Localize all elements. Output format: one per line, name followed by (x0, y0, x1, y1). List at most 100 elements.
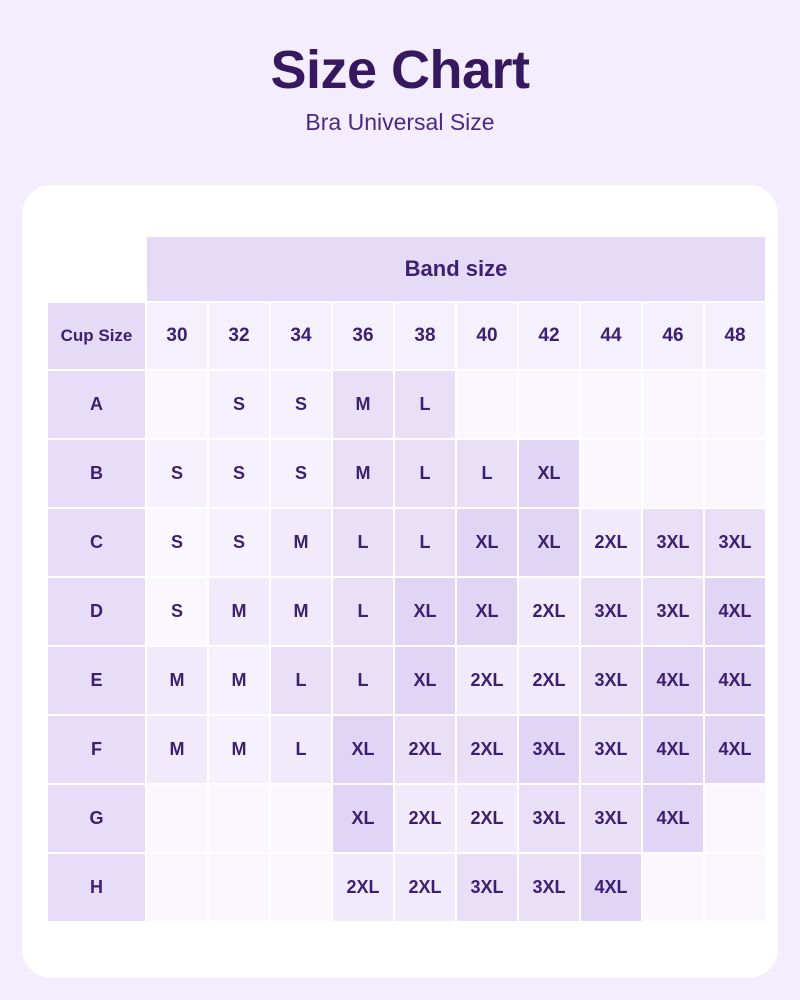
size-cell: 4XL (643, 647, 703, 714)
size-cell: L (333, 509, 393, 576)
page-header: Size Chart Bra Universal Size (0, 0, 800, 136)
size-cell-empty (705, 854, 766, 921)
size-cell-empty (581, 440, 641, 507)
size-cell: 3XL (581, 578, 641, 645)
size-cell-empty (271, 854, 331, 921)
size-cell: 4XL (643, 716, 703, 783)
table-head: Band size Cup Size 30 32 34 36 38 40 42 44 46 48 (48, 237, 766, 369)
size-cell: XL (457, 509, 517, 576)
size-cell: 4XL (705, 578, 766, 645)
size-cell: L (333, 647, 393, 714)
size-cell: 3XL (643, 509, 703, 576)
cup-size-row-label: H (48, 854, 145, 921)
size-cell: 2XL (457, 785, 517, 852)
size-table-wrapper: Band size Cup Size 30 32 34 36 38 40 42 44 46 48 … (46, 235, 774, 923)
table-row: F M M L XL 2XL 2XL 3XL 3XL 4XL 4XL (48, 716, 766, 783)
size-cell: 2XL (395, 716, 455, 783)
size-cell: 3XL (519, 716, 579, 783)
size-cell-empty (705, 440, 766, 507)
cup-size-row-label: C (48, 509, 145, 576)
size-cell: XL (395, 578, 455, 645)
page-subtitle: Bra Universal Size (305, 108, 495, 135)
size-cell: S (147, 578, 207, 645)
size-cell: 2XL (519, 578, 579, 645)
size-cell: L (395, 371, 455, 438)
size-cell: XL (457, 578, 517, 645)
cup-size-row-label: F (48, 716, 145, 783)
size-cell: L (271, 716, 331, 783)
cup-size-row-label: A (48, 371, 145, 438)
size-cell-empty (209, 785, 269, 852)
size-cell-empty (705, 785, 766, 852)
size-cell-empty (519, 371, 579, 438)
cup-size-header: Cup Size (48, 303, 145, 369)
size-cell-empty (457, 371, 517, 438)
band-size-column-header: 42 (519, 303, 579, 369)
cup-size-row-label: D (48, 578, 145, 645)
table-row: C S S M L L XL XL 2XL 3XL 3XL (48, 509, 766, 576)
size-cell: L (457, 440, 517, 507)
size-cell: 2XL (395, 854, 455, 921)
size-cell: S (147, 440, 207, 507)
cup-size-row-label: G (48, 785, 145, 852)
band-header-row: Band size (48, 237, 766, 301)
size-cell: S (147, 509, 207, 576)
size-cell-empty (147, 854, 207, 921)
size-cell-empty (209, 854, 269, 921)
size-cell-empty (581, 371, 641, 438)
table-row: G XL 2XL 2XL 3XL 3XL 4XL (48, 785, 766, 852)
size-cell: 2XL (395, 785, 455, 852)
size-cell: 4XL (705, 647, 766, 714)
band-size-column-header: 36 (333, 303, 393, 369)
corner-blank-cell (48, 237, 145, 301)
size-cell: 4XL (705, 716, 766, 783)
size-cell: M (209, 647, 269, 714)
size-cell-empty (705, 371, 766, 438)
size-cell: M (147, 716, 207, 783)
size-cell: 3XL (581, 716, 641, 783)
size-cell: L (395, 509, 455, 576)
band-size-column-header: 30 (147, 303, 207, 369)
band-size-column-header: 32 (209, 303, 269, 369)
page-title: Size Chart (270, 40, 530, 100)
band-size-column-header: 40 (457, 303, 517, 369)
size-cell: 3XL (581, 785, 641, 852)
band-size-column-header: 46 (643, 303, 703, 369)
size-cell: 4XL (581, 854, 641, 921)
table-row: B S S S M L L XL (48, 440, 766, 507)
size-cell: M (333, 440, 393, 507)
size-cell: S (209, 509, 269, 576)
chart-card: Band size Cup Size 30 32 34 36 38 40 42 44 46 48 … (22, 185, 778, 978)
size-cell: 2XL (457, 647, 517, 714)
band-size-column-header: 48 (705, 303, 766, 369)
size-table: Band size Cup Size 30 32 34 36 38 40 42 44 46 48 … (46, 235, 767, 923)
size-cell-empty (643, 440, 703, 507)
size-cell: 3XL (643, 578, 703, 645)
band-size-column-header: 44 (581, 303, 641, 369)
size-cell-empty (271, 785, 331, 852)
size-cell: S (271, 371, 331, 438)
size-cell: M (147, 647, 207, 714)
size-cell: 2XL (519, 647, 579, 714)
size-cell: M (333, 371, 393, 438)
cup-size-row-label: E (48, 647, 145, 714)
size-cell: 2XL (581, 509, 641, 576)
size-cell: 2XL (457, 716, 517, 783)
table-row: H 2XL 2XL 3XL 3XL 4XL (48, 854, 766, 921)
column-header-row: Cup Size 30 32 34 36 38 40 42 44 46 48 (48, 303, 766, 369)
size-cell-empty (147, 371, 207, 438)
table-row: D S M M L XL XL 2XL 3XL 3XL 4XL (48, 578, 766, 645)
band-size-column-header: 34 (271, 303, 331, 369)
band-size-column-header: 38 (395, 303, 455, 369)
size-cell: S (271, 440, 331, 507)
cup-size-row-label: B (48, 440, 145, 507)
size-cell-empty (643, 371, 703, 438)
size-cell: 4XL (643, 785, 703, 852)
size-cell: M (209, 716, 269, 783)
size-cell-empty (147, 785, 207, 852)
table-row: E M M L L XL 2XL 2XL 3XL 4XL 4XL (48, 647, 766, 714)
size-cell: 3XL (457, 854, 517, 921)
size-cell: L (395, 440, 455, 507)
